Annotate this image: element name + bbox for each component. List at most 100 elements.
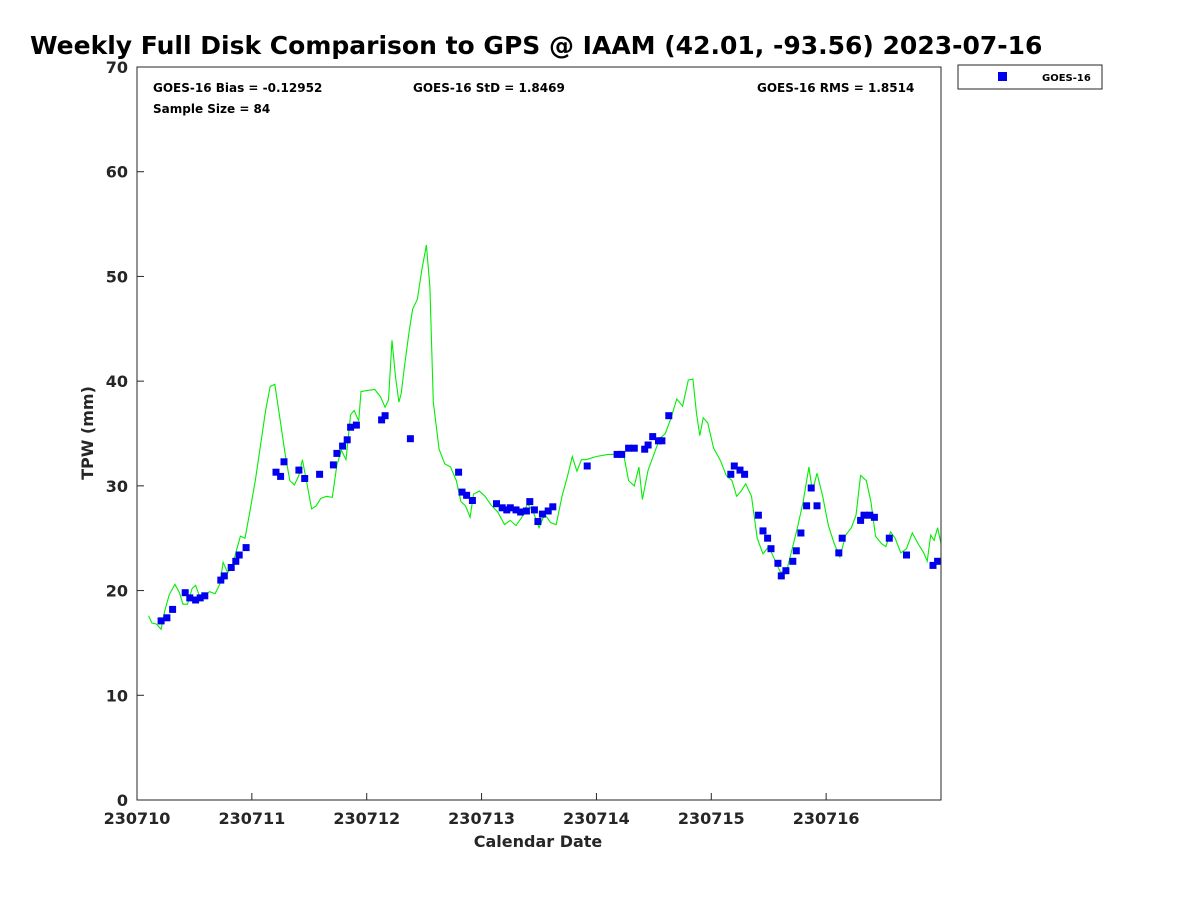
goes16-point (378, 416, 386, 424)
goes16-point (468, 497, 476, 504)
goes16-point (157, 617, 165, 625)
goes16-point (186, 594, 194, 602)
goes16-point (641, 445, 649, 453)
goes16-point (649, 433, 657, 441)
goes16-point (220, 572, 228, 580)
goes16-point (838, 534, 846, 542)
goes16-point (782, 567, 790, 575)
goes16-point (227, 564, 235, 571)
goes16-point (506, 504, 514, 512)
goes16-point (797, 529, 805, 537)
goes16-point (767, 545, 775, 553)
goes16-point (764, 534, 772, 542)
goes16-point (458, 488, 466, 496)
y-tick-label: 10 (106, 686, 128, 705)
goes16-point (792, 547, 800, 555)
goes16-point (658, 437, 666, 445)
legend-label: GOES-16 (1042, 73, 1091, 84)
goes16-point (347, 423, 355, 431)
legend-box (957, 64, 1103, 90)
goes16-point (534, 518, 542, 525)
y-tick-label: 40 (106, 372, 128, 391)
goes16-point (759, 527, 767, 535)
gps-series (148, 244, 942, 631)
y-tick-label: 30 (106, 477, 128, 496)
x-tick-label: 230714 (563, 809, 630, 828)
goes16-point (455, 468, 463, 476)
goes16-point (665, 412, 673, 420)
goes16-point (630, 444, 638, 452)
goes16-point (929, 561, 937, 569)
rms-stat: GOES-16 RMS = 1.8514 (757, 81, 914, 95)
goes16-point (741, 470, 749, 478)
goes16-point (232, 557, 240, 565)
goes16-point (192, 596, 200, 604)
x-axis: 230710 230711 230712 230713 230714 230715 2307… (104, 793, 860, 828)
x-tick-label: 230712 (333, 809, 400, 828)
gps-line (148, 244, 942, 631)
goes16-point (730, 462, 738, 470)
goes16-point (242, 544, 250, 552)
goes16-point (538, 510, 546, 518)
y-tick-label: 50 (106, 267, 128, 286)
sample-size-stat: Sample Size = 84 (153, 102, 270, 116)
goes16-point (813, 502, 821, 510)
goes16-point (181, 589, 189, 597)
goes16-point (526, 498, 534, 506)
y-axis: 0 10 20 30 40 50 60 70 (106, 58, 144, 810)
goes16-point (352, 421, 360, 429)
x-tick-label: 230711 (218, 809, 285, 828)
goes16-point (803, 502, 811, 510)
plot-frame (136, 66, 942, 801)
goes16-point (549, 503, 557, 511)
goes16-point (329, 461, 337, 469)
y-tick-label: 20 (106, 582, 128, 601)
goes16-point (272, 468, 280, 476)
x-tick-label: 230715 (678, 809, 745, 828)
x-tick-label: 230710 (104, 809, 171, 828)
goes16-point (163, 614, 171, 622)
bias-stat: GOES-16 Bias = -0.12952 (153, 81, 322, 95)
goes16-point (280, 458, 288, 466)
goes16-point (774, 559, 782, 567)
goes16-point (343, 436, 351, 444)
goes16-point (835, 549, 843, 557)
legend: GOES-16 (957, 64, 1103, 90)
goes16-point (807, 484, 815, 492)
y-axis-label: TPW (mm) (78, 386, 97, 480)
goes16-point (736, 466, 744, 474)
chart-title: Weekly Full Disk Comparison to GPS @ IAA… (30, 31, 1042, 60)
goes16-point (217, 576, 225, 584)
legend-marker (998, 72, 1007, 81)
goes16-point (339, 442, 347, 450)
goes16-point (406, 435, 414, 443)
goes16-series (157, 412, 942, 625)
goes16-point (903, 551, 910, 559)
goes16-point (754, 511, 762, 519)
goes16-point (316, 470, 324, 478)
goes16-point (301, 475, 309, 482)
goes16-point (613, 450, 621, 458)
goes16-point (644, 441, 652, 449)
goes16-point (493, 500, 500, 508)
goes16-point (860, 511, 868, 519)
goes16-point (530, 506, 538, 514)
y-tick-label: 0 (117, 791, 128, 810)
y-tick-label: 70 (106, 58, 128, 77)
x-tick-label: 230713 (448, 809, 515, 828)
goes16-point (870, 513, 878, 521)
goes16-point (235, 551, 243, 559)
goes16-point (498, 504, 506, 512)
goes16-point (512, 506, 520, 514)
goes16-point (583, 462, 591, 470)
goes16-point (333, 449, 341, 457)
goes16-point (463, 491, 471, 499)
goes16-point (727, 470, 735, 478)
goes16-point (934, 557, 942, 565)
goes16-point (381, 412, 389, 420)
goes16-point (201, 592, 209, 600)
goes16-point (857, 516, 865, 524)
goes16-point (169, 605, 177, 613)
x-axis-label: Calendar Date (474, 832, 603, 851)
